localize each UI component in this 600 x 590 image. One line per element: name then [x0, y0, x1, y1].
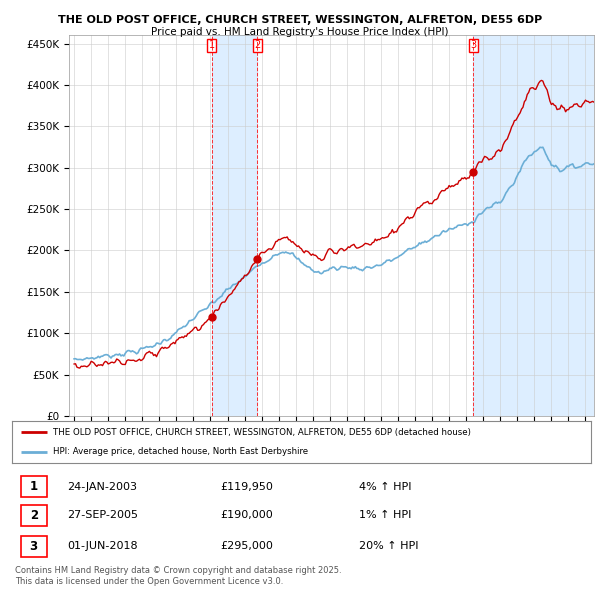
- Text: 3: 3: [29, 540, 38, 553]
- FancyBboxPatch shape: [20, 476, 47, 497]
- Text: THE OLD POST OFFICE, CHURCH STREET, WESSINGTON, ALFRETON, DE55 6DP: THE OLD POST OFFICE, CHURCH STREET, WESS…: [58, 15, 542, 25]
- Text: Contains HM Land Registry data © Crown copyright and database right 2025.
This d: Contains HM Land Registry data © Crown c…: [15, 566, 341, 586]
- FancyBboxPatch shape: [20, 505, 47, 526]
- Text: THE OLD POST OFFICE, CHURCH STREET, WESSINGTON, ALFRETON, DE55 6DP (detached hou: THE OLD POST OFFICE, CHURCH STREET, WESS…: [53, 428, 470, 437]
- Text: HPI: Average price, detached house, North East Derbyshire: HPI: Average price, detached house, Nort…: [53, 447, 308, 456]
- Text: £119,950: £119,950: [220, 481, 274, 491]
- Bar: [212, 35, 257, 416]
- Text: 1: 1: [29, 480, 38, 493]
- Text: £295,000: £295,000: [220, 541, 274, 551]
- Text: 3: 3: [470, 40, 476, 50]
- Text: 2: 2: [29, 509, 38, 522]
- Text: 1% ↑ HPI: 1% ↑ HPI: [359, 510, 412, 520]
- Text: 27-SEP-2005: 27-SEP-2005: [67, 510, 138, 520]
- Text: 24-JAN-2003: 24-JAN-2003: [67, 481, 137, 491]
- Text: 2: 2: [254, 40, 260, 50]
- Text: Price paid vs. HM Land Registry's House Price Index (HPI): Price paid vs. HM Land Registry's House …: [151, 27, 449, 37]
- Bar: [473, 35, 594, 416]
- FancyBboxPatch shape: [20, 536, 47, 557]
- Text: £190,000: £190,000: [220, 510, 273, 520]
- Text: 20% ↑ HPI: 20% ↑ HPI: [359, 541, 419, 551]
- Text: 1: 1: [209, 40, 215, 50]
- Text: 01-JUN-2018: 01-JUN-2018: [67, 541, 137, 551]
- Text: 4% ↑ HPI: 4% ↑ HPI: [359, 481, 412, 491]
